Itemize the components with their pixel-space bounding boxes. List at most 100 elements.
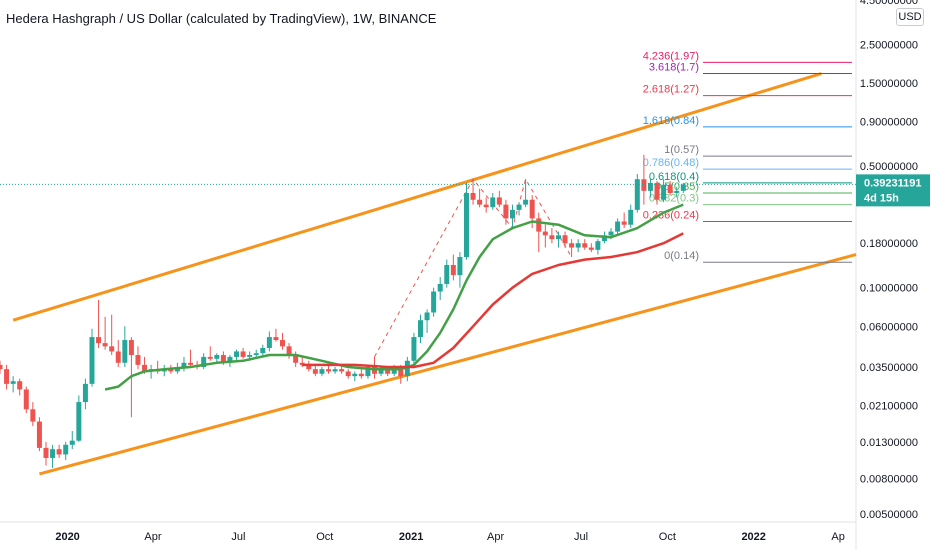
fib-level-label: 1.618(0.84) [643, 115, 699, 127]
candle-body [122, 340, 128, 363]
time-axis-tick-label: 2021 [399, 531, 423, 543]
chart-title: Hedera Hashgraph / US Dollar (calculated… [6, 11, 437, 26]
time-axis-tick-label: Oct [316, 531, 333, 543]
candle-body [201, 356, 207, 367]
candle-body [516, 204, 522, 210]
candle-body [503, 204, 509, 219]
candle-body [63, 444, 69, 455]
candle-body [227, 356, 233, 363]
candle-body [253, 353, 259, 356]
candle-body [536, 218, 542, 232]
candle-body [654, 182, 660, 200]
ma-slow-line [302, 232, 684, 369]
candle-body [457, 257, 463, 276]
candle-body [23, 389, 29, 410]
candle-body [608, 231, 614, 236]
candle-body [424, 312, 430, 321]
candle-body [4, 369, 10, 384]
candle-body [102, 343, 108, 347]
price-axis-tick-label: 0.06000000 [860, 321, 918, 333]
candle-body [286, 346, 292, 356]
last-price-countdown: 4d 15h [864, 192, 899, 204]
currency-button[interactable]: USD [896, 8, 924, 26]
candle-body [332, 369, 338, 372]
price-axis-tick-label: 0.02100000 [860, 401, 918, 413]
candle-body [398, 366, 404, 377]
candle-body [188, 362, 194, 365]
candle-body [674, 190, 680, 193]
price-axis-tick-label: 0.00500000 [860, 509, 918, 521]
candle-body [437, 283, 443, 292]
candle-body [43, 447, 49, 458]
candle-body [463, 192, 469, 258]
price-axis-tick-label: 0.50000000 [860, 161, 918, 173]
candle-body [339, 369, 345, 372]
candle-body [17, 381, 23, 390]
candle-body [628, 209, 634, 225]
price-axis-tick-label: 2.50000000 [860, 39, 918, 51]
price-axis-tick-label: 0.01300000 [860, 437, 918, 449]
candle-body [634, 179, 640, 210]
candle-body [470, 192, 476, 200]
candle-body [260, 348, 266, 354]
fib-level-label: 0.236(0.24) [643, 210, 699, 222]
channel-upper-line [12, 72, 822, 322]
candle-body [128, 340, 134, 356]
candle-body [280, 340, 286, 347]
ma-fast-line [104, 203, 684, 391]
time-axis-tick-label: Apr [144, 531, 161, 543]
candle-body [293, 355, 299, 363]
price-axis[interactable]: 4.50000000 2.50000000 1.50000000 0.90000000… [860, 0, 918, 521]
fib-level-label: 0(0.14) [664, 250, 699, 262]
candle-body [36, 421, 42, 448]
candle-body [10, 381, 16, 384]
candle-body [661, 184, 667, 200]
fib-level-label: 3.618(1.7) [649, 62, 699, 74]
candle-body [266, 337, 272, 348]
candle-body [319, 369, 325, 374]
candle-body [365, 366, 371, 377]
candle-body [615, 221, 621, 232]
candle-body [352, 373, 358, 377]
candle-body [529, 199, 535, 219]
fib-level-label: 0.786(0.48) [643, 157, 699, 169]
candle-body [69, 440, 75, 445]
trend-channel[interactable] [12, 72, 857, 476]
candle-body [431, 291, 437, 313]
candle-body [575, 243, 581, 248]
candle-body [450, 264, 456, 276]
candle-body [417, 320, 423, 338]
last-price-value: 0.39231191 [864, 177, 922, 189]
fib-level-label: 0.618(0.4) [649, 171, 699, 183]
candle-body [306, 364, 312, 370]
candlestick-series [0, 154, 686, 468]
candle-body [142, 364, 148, 372]
candle-body [588, 247, 594, 250]
candle-body [562, 235, 568, 244]
candle-body [483, 204, 489, 208]
candle-body [168, 369, 174, 372]
candle-body [89, 337, 95, 384]
candle-body [549, 235, 555, 240]
candle-body [326, 369, 332, 372]
candle-body [234, 351, 240, 357]
candle-body [240, 351, 246, 357]
moving-averages [104, 203, 684, 391]
candle-body [207, 356, 213, 359]
candle-body [490, 197, 496, 208]
candle-body [115, 351, 121, 363]
price-axis-tick-label: 1.50000000 [860, 78, 918, 90]
last-price-tag-bg [856, 174, 930, 207]
time-axis-tick-label: Apr [487, 531, 504, 543]
time-axis-tick-label: Jul [231, 531, 245, 543]
fib-level-label: 1(0.57) [664, 144, 699, 156]
fibonacci-extension[interactable]: 4.236(1.97)3.618(1.7) 2.618(1.27) 1.618(0.… [643, 50, 852, 263]
time-axis[interactable]: 2020 Apr Jul Oct 2021 Apr Jul Oct 2022 Ap [55, 531, 845, 543]
price-axis-tick-label: 0.90000000 [860, 117, 918, 129]
candle-body [30, 409, 36, 422]
candle-body [647, 182, 653, 191]
candle-body [595, 241, 601, 250]
candle-body [358, 373, 364, 377]
candle-body [76, 402, 82, 441]
